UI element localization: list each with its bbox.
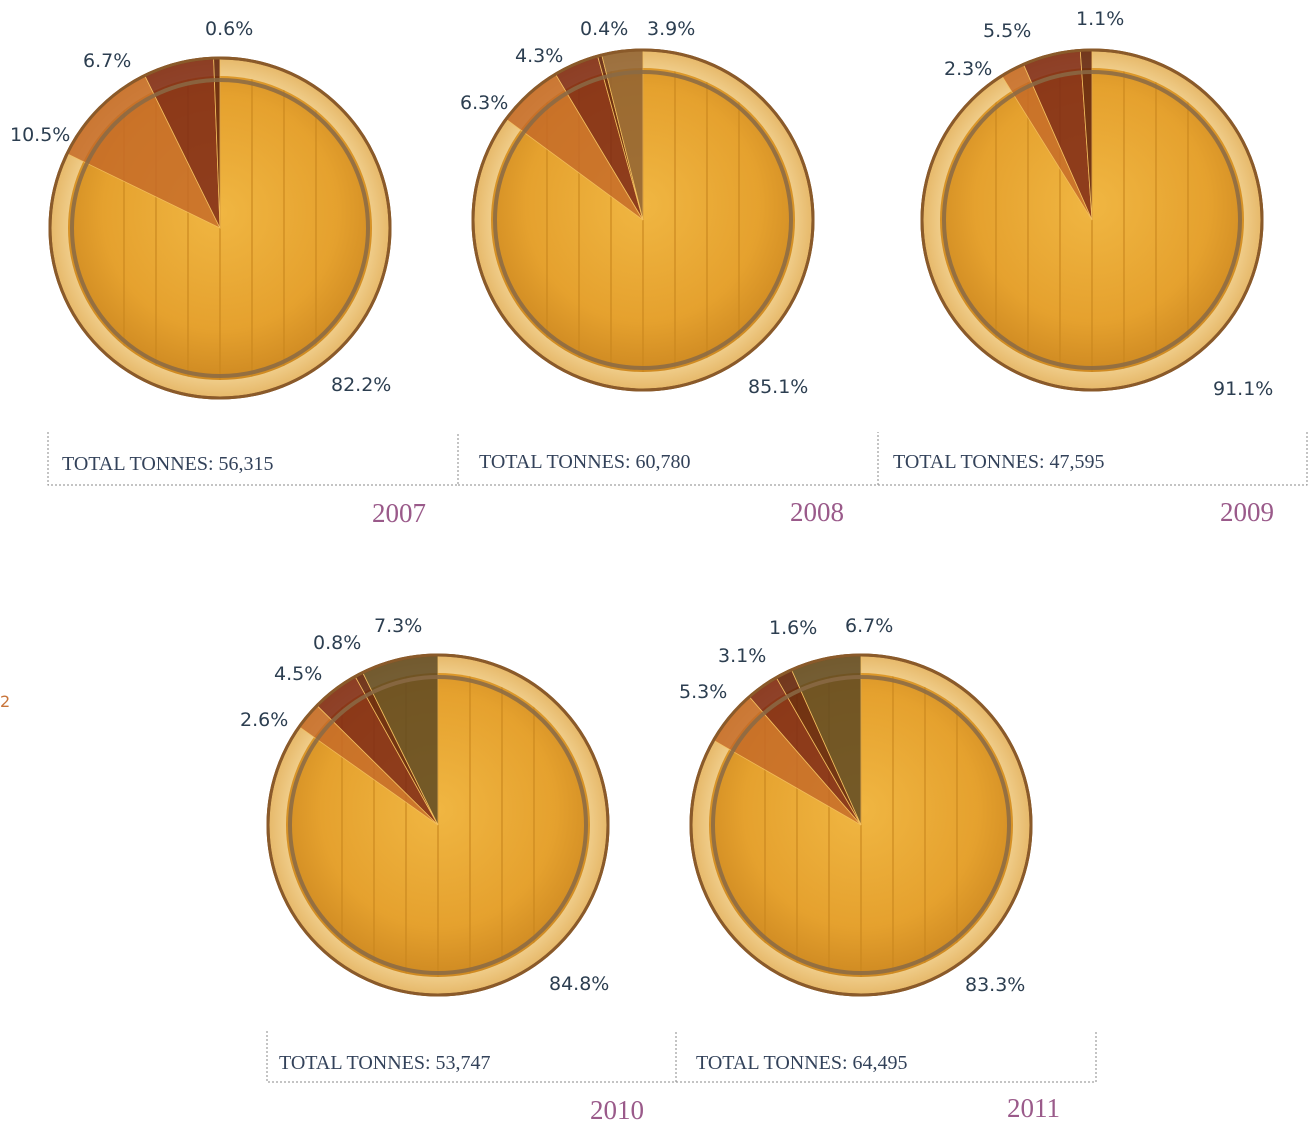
slice-label-2007-82: 82.2% xyxy=(331,374,391,396)
slice-label-2011-1: 1.6% xyxy=(769,617,817,639)
total-tonnes-2008: TOTAL TONNES: 60,780 xyxy=(479,451,691,473)
year-label-2010: 2010 xyxy=(590,1095,644,1124)
slice-label-2009-91: 91.1% xyxy=(1213,378,1273,400)
slice-label-2008-4: 4.3% xyxy=(515,45,563,67)
barrel-hoop xyxy=(70,78,370,378)
slice-labels: 82.2% 10.5% 6.7% 0.6% 85.1% 6.3% 4.3% 0.… xyxy=(10,8,1273,996)
barrel-outline xyxy=(48,56,392,400)
barrel-pie-2008 xyxy=(471,48,815,392)
barrel-hoop xyxy=(288,675,588,975)
barrel-pie-2007 xyxy=(48,56,392,400)
slice-label-2008-6: 6.3% xyxy=(460,92,508,114)
barrel-outline xyxy=(920,48,1264,392)
slice-label-2011-3: 3.1% xyxy=(718,645,766,667)
year-label-2011: 2011 xyxy=(1007,1093,1060,1123)
slice-label-2010-4: 4.5% xyxy=(274,663,322,685)
barrel-outline xyxy=(689,653,1033,997)
slice-label-2009-5: 5.5% xyxy=(983,20,1031,42)
barrel-pie-2010 xyxy=(266,653,610,997)
barrel-outline xyxy=(471,48,815,392)
slice-label-2008-0: 0.4% xyxy=(580,18,628,40)
barrel-pie-2011 xyxy=(689,653,1033,997)
slice-label-2007-6: 6.7% xyxy=(83,50,131,72)
slice-label-2010-7: 7.3% xyxy=(374,615,422,637)
slice-label-2007-10: 10.5% xyxy=(10,124,70,146)
year-label-2009: 2009 xyxy=(1220,497,1274,527)
slice-label-2011-83: 83.3% xyxy=(965,974,1025,996)
total-tonnes-2011: TOTAL TONNES: 64,495 xyxy=(696,1052,908,1074)
slice-label-2008-85: 85.1% xyxy=(748,376,808,398)
slice-label-2008-3: 3.9% xyxy=(647,18,695,40)
year-label-2007: 2007 xyxy=(372,498,426,528)
slice-label-2007-0: 0.6% xyxy=(205,18,253,40)
barrel-pie-2009 xyxy=(920,48,1264,392)
dotted-frames xyxy=(47,432,1308,1083)
barrel-hoop xyxy=(711,675,1011,975)
slice-label-2009-2: 2.3% xyxy=(944,58,992,80)
year-label-2008: 2008 xyxy=(790,497,844,527)
slice-label-2010-84: 84.8% xyxy=(549,973,609,995)
total-tonnes-2009: TOTAL TONNES: 47,595 xyxy=(893,451,1105,473)
pie-charts-group xyxy=(48,48,1264,997)
slice-label-2010-2: 2.6% xyxy=(240,709,288,731)
page-marker: 2 xyxy=(0,692,10,711)
slice-label-2009-1: 1.1% xyxy=(1076,8,1124,30)
barrel-hoop xyxy=(493,70,793,370)
slice-label-2010-0: 0.8% xyxy=(313,632,361,654)
total-tonnes-2010: TOTAL TONNES: 53,747 xyxy=(279,1052,491,1074)
slice-label-2011-5: 5.3% xyxy=(679,681,727,703)
barrel-hoop xyxy=(942,70,1242,370)
barrel-outline xyxy=(266,653,610,997)
slice-label-2011-6: 6.7% xyxy=(845,615,893,637)
total-tonnes-2007: TOTAL TONNES: 56,315 xyxy=(62,453,274,475)
